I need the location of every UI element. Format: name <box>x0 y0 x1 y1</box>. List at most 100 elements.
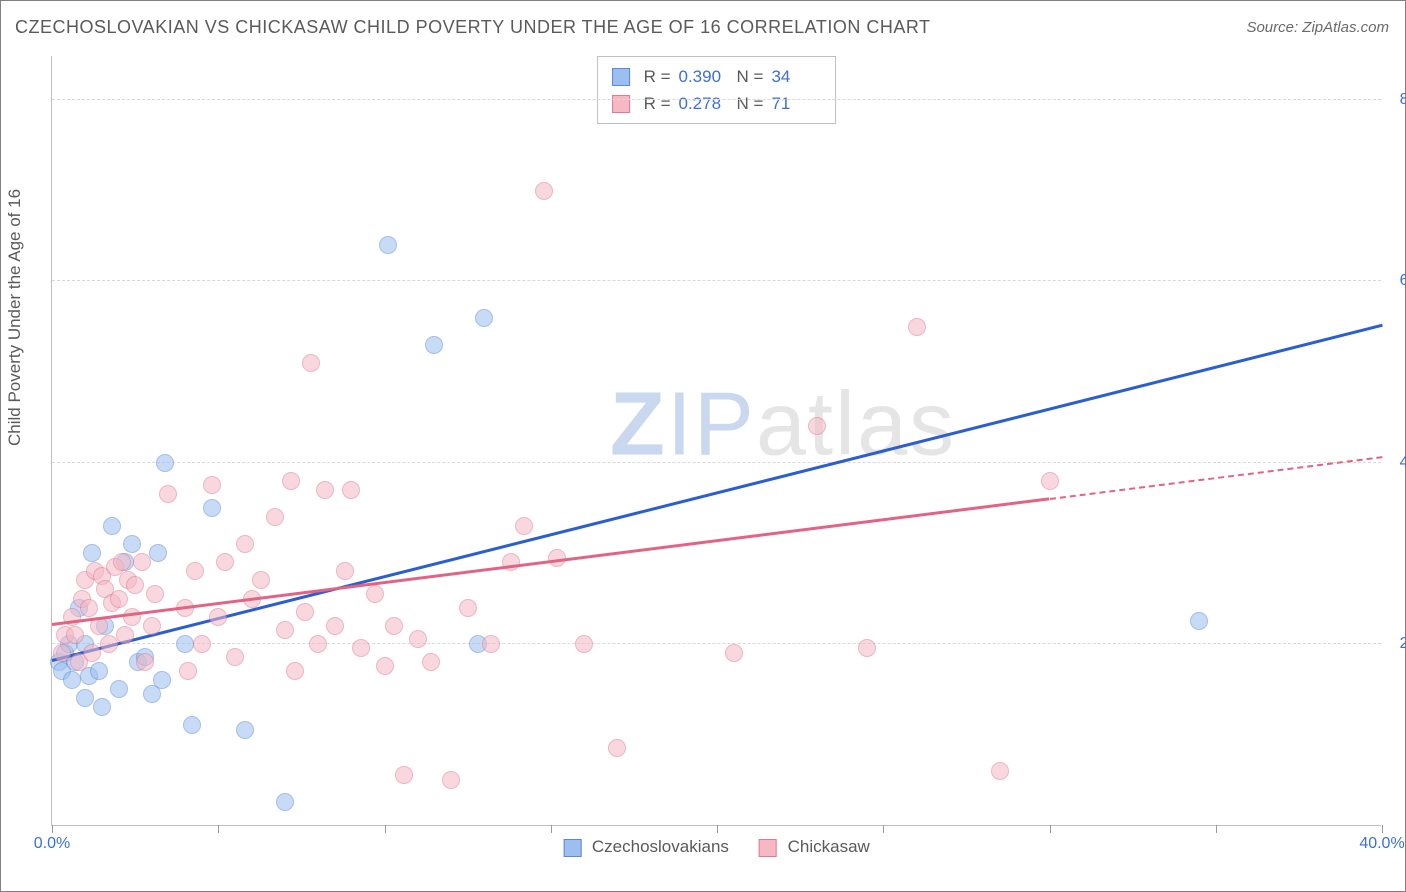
data-point <box>442 771 460 789</box>
data-point <box>309 635 327 653</box>
data-point <box>209 608 227 626</box>
data-point <box>80 599 98 617</box>
x-tick <box>1216 825 1217 833</box>
watermark-ip: IP <box>667 375 756 475</box>
x-tick <box>52 825 53 833</box>
watermark-z: Z <box>610 375 667 475</box>
data-point <box>482 635 500 653</box>
stats-n-value-1: 71 <box>771 90 821 117</box>
data-point <box>136 653 154 671</box>
data-point <box>76 689 94 707</box>
data-point <box>183 716 201 734</box>
data-point <box>113 553 131 571</box>
data-point <box>146 585 164 603</box>
data-point <box>216 553 234 571</box>
stats-r-value-1: 0.278 <box>679 90 729 117</box>
data-point <box>143 617 161 635</box>
x-tick-label: 0.0% <box>34 835 70 853</box>
data-point <box>376 657 394 675</box>
gridline-y <box>52 280 1381 281</box>
legend-swatch-1 <box>759 839 777 857</box>
stats-n-label-0: N = <box>737 63 764 90</box>
y-axis-label: Child Poverty Under the Age of 16 <box>5 189 25 446</box>
stats-r-label-1: R = <box>644 90 671 117</box>
data-point <box>110 590 128 608</box>
data-point <box>83 544 101 562</box>
data-point <box>266 508 284 526</box>
data-point <box>276 621 294 639</box>
legend-label-1: Chickasaw <box>788 837 870 856</box>
y-tick-label: 80.0% <box>1400 91 1406 109</box>
y-tick-label: 20.0% <box>1400 635 1406 653</box>
data-point <box>186 562 204 580</box>
x-tick <box>717 825 718 833</box>
gridline-y <box>52 643 1381 644</box>
x-tick <box>1382 825 1383 833</box>
plot-area: ZIPatlas R = 0.390 N = 34 R = 0.278 N = … <box>51 56 1381 826</box>
data-point <box>53 644 71 662</box>
data-point <box>296 603 314 621</box>
legend-item-0: Czechoslovakians <box>563 837 729 857</box>
data-point <box>366 585 384 603</box>
data-point <box>535 182 553 200</box>
data-point <box>379 236 397 254</box>
data-point <box>326 617 344 635</box>
x-tick <box>1050 825 1051 833</box>
data-point <box>1190 612 1208 630</box>
legend: Czechoslovakians Chickasaw <box>563 837 870 857</box>
x-tick <box>385 825 386 833</box>
data-point <box>395 766 413 784</box>
gridline-y <box>52 462 1381 463</box>
data-point <box>475 309 493 327</box>
data-point <box>226 648 244 666</box>
data-point <box>385 617 403 635</box>
stats-row-0: R = 0.390 N = 34 <box>612 63 822 90</box>
chart-title: CZECHOSLOVAKIAN VS CHICKASAW CHILD POVER… <box>15 17 931 38</box>
data-point <box>282 472 300 490</box>
data-point <box>991 762 1009 780</box>
legend-item-1: Chickasaw <box>759 837 870 857</box>
data-point <box>123 535 141 553</box>
data-point <box>149 544 167 562</box>
data-point <box>575 635 593 653</box>
data-point <box>83 644 101 662</box>
stats-r-value-0: 0.390 <box>679 63 729 90</box>
x-tick <box>883 825 884 833</box>
data-point <box>1041 472 1059 490</box>
y-tick-label: 40.0% <box>1400 454 1406 472</box>
data-point <box>90 662 108 680</box>
trend-line <box>52 497 1050 626</box>
data-point <box>179 662 197 680</box>
stats-swatch-0 <box>612 68 630 86</box>
data-point <box>276 793 294 811</box>
stats-r-label-0: R = <box>644 63 671 90</box>
data-point <box>236 721 254 739</box>
x-tick <box>218 825 219 833</box>
data-point <box>302 354 320 372</box>
data-point <box>126 576 144 594</box>
data-point <box>316 481 334 499</box>
data-point <box>425 336 443 354</box>
data-point <box>286 662 304 680</box>
data-point <box>103 517 121 535</box>
data-point <box>252 571 270 589</box>
gridline-y <box>52 99 1381 100</box>
y-tick-label: 60.0% <box>1400 272 1406 290</box>
data-point <box>808 417 826 435</box>
watermark-rest: atlas <box>756 375 956 475</box>
source-label: Source: ZipAtlas.com <box>1246 19 1389 36</box>
stats-row-1: R = 0.278 N = 71 <box>612 90 822 117</box>
data-point <box>100 635 118 653</box>
data-point <box>409 630 427 648</box>
chart-container: CZECHOSLOVAKIAN VS CHICKASAW CHILD POVER… <box>0 0 1406 892</box>
trend-line <box>1049 456 1382 500</box>
stats-n-value-0: 34 <box>771 63 821 90</box>
data-point <box>153 671 171 689</box>
data-point <box>725 644 743 662</box>
data-point <box>93 698 111 716</box>
data-point <box>342 481 360 499</box>
trend-line <box>52 324 1383 662</box>
legend-label-0: Czechoslovakians <box>592 837 729 856</box>
stats-box: R = 0.390 N = 34 R = 0.278 N = 71 <box>597 56 837 124</box>
data-point <box>422 653 440 671</box>
